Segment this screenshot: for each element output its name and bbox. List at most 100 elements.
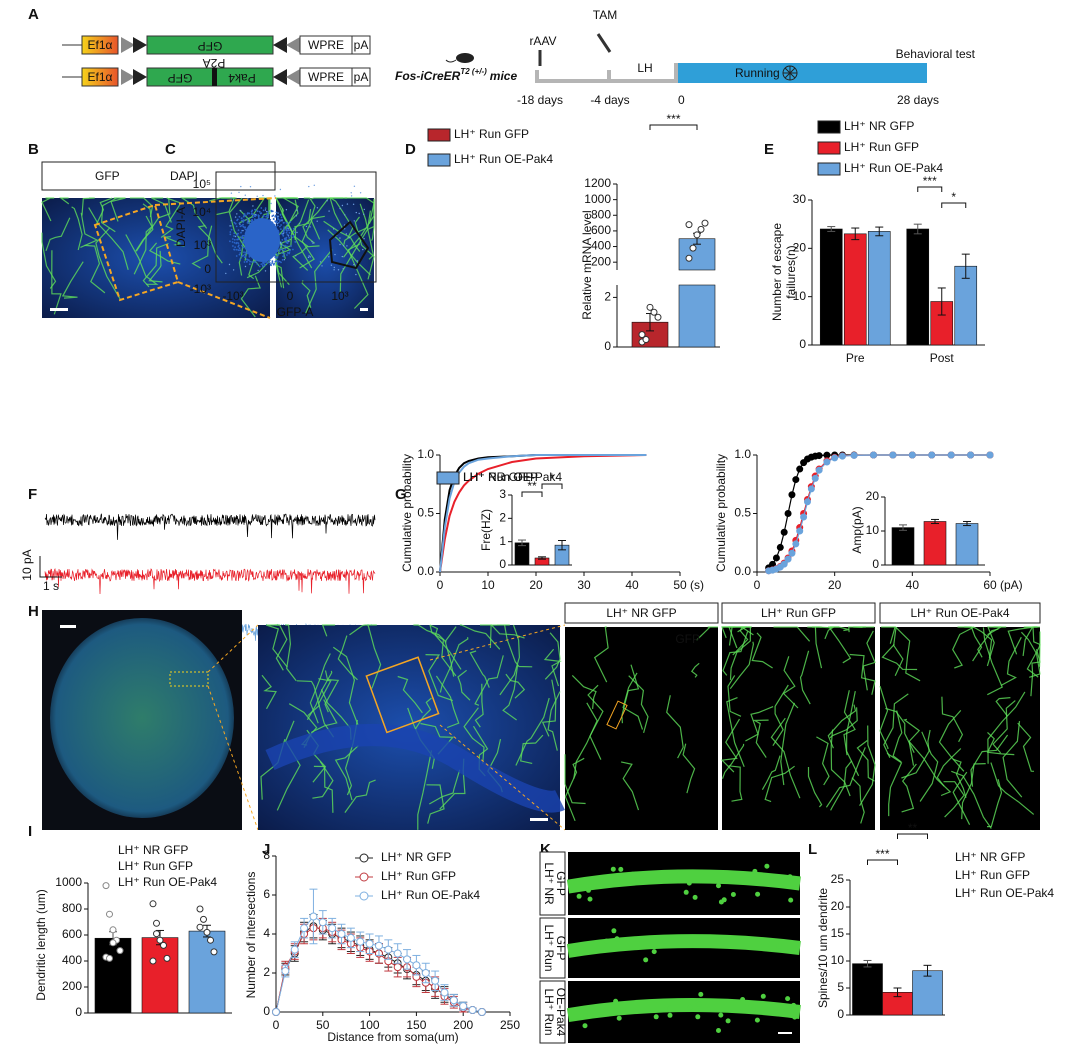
data-point (365, 939, 374, 948)
flow-event (285, 209, 288, 211)
flow-event (232, 245, 234, 247)
flow-event (279, 225, 281, 228)
itr-triangle (133, 37, 147, 53)
x-tick-label: 100 (360, 1018, 380, 1032)
flow-event (243, 261, 246, 263)
neuron-process (564, 754, 586, 805)
flow-core (244, 218, 280, 262)
legend-label: LH⁺ Run OE-Pak4 (454, 152, 553, 166)
itr-triangle (273, 37, 287, 53)
dg-band (265, 724, 565, 813)
data-point (823, 458, 831, 466)
neuron-process (986, 731, 1015, 756)
y-axis-label: Fre(HZ) (479, 509, 493, 551)
neuron-process (544, 632, 561, 680)
flow-event (237, 244, 240, 247)
flow-event (238, 191, 240, 194)
itr-triangle (273, 69, 287, 85)
y-tick-label: 600 (591, 223, 611, 237)
neuron-process (990, 762, 1035, 815)
flow-event (283, 228, 285, 231)
row-label: OE-Pak4 (554, 988, 568, 1037)
bar (955, 523, 979, 566)
neuron-process (84, 244, 106, 294)
flow-event (229, 240, 231, 243)
dendrite (566, 997, 801, 1023)
header-label: LH⁺ Run OE-Pak4 (910, 606, 1009, 620)
flow-event (292, 234, 295, 237)
flow-event (281, 244, 284, 247)
data-point (796, 465, 804, 473)
neuron-process (191, 225, 213, 269)
flow-event (239, 252, 242, 254)
flow-event (290, 235, 292, 237)
flow-event (230, 197, 232, 199)
data-point (815, 452, 823, 460)
flow-event (312, 242, 314, 244)
neuron-process (276, 720, 301, 811)
x-tick-label: Post (930, 351, 955, 365)
flow-event (346, 203, 349, 205)
data-point (803, 498, 811, 506)
flow-event (339, 237, 341, 239)
y-tick-label: 10 (866, 523, 880, 537)
data-point (685, 254, 693, 262)
data-point (153, 919, 160, 927)
neuron-process (547, 691, 561, 751)
neuron-process (417, 750, 433, 830)
flow-event (241, 244, 243, 247)
neuron-process (480, 624, 525, 639)
legend-marker (359, 891, 369, 901)
flow-event (281, 239, 284, 241)
y-axis-label: failures(n) (784, 245, 798, 298)
spine (583, 1013, 588, 1019)
flow-event (290, 228, 292, 230)
neuron-process (751, 632, 773, 669)
spine (643, 957, 649, 963)
flow-event (355, 211, 357, 214)
data-point (272, 1008, 280, 1016)
neuron-process (1030, 649, 1041, 697)
neuron-process (745, 706, 774, 742)
data-point (210, 948, 218, 956)
flow-event (262, 194, 264, 197)
flow-event (274, 195, 276, 197)
y-axis-label: Dendritic length (um) (34, 889, 48, 1000)
flow-event (237, 249, 240, 252)
running-label: Running (735, 66, 780, 80)
flow-event (267, 212, 269, 215)
data-point (106, 954, 113, 962)
flow-ytick: 10³ (194, 238, 211, 252)
spine (662, 938, 668, 944)
bar (891, 527, 915, 566)
flow-event (246, 222, 249, 224)
promoter-label: Ef1α (88, 70, 113, 84)
neuron-process (71, 206, 83, 251)
flow-event (230, 220, 232, 222)
flow-event (247, 220, 249, 222)
flow-event (239, 225, 242, 228)
timeline (535, 79, 677, 83)
neuron-process (148, 250, 163, 283)
y-tick-label: 0 (872, 557, 879, 571)
legend-marker (359, 853, 369, 863)
flow-event (270, 263, 272, 265)
bar (141, 937, 179, 1014)
spine (718, 1012, 724, 1018)
x-tick-label: 200 (453, 1018, 473, 1032)
neuron-process (825, 747, 866, 808)
data-point (689, 244, 697, 252)
y-tick-label: 1200 (584, 176, 611, 190)
neuron-process (321, 624, 336, 637)
flow-event (230, 192, 233, 194)
flow-event (283, 221, 285, 224)
flow-event (286, 233, 289, 236)
neuron-process (827, 626, 852, 664)
spine (653, 1014, 659, 1020)
flow-event (311, 241, 313, 243)
header-box (721, 602, 876, 624)
flow-event (266, 262, 269, 264)
neuron-process (1022, 626, 1038, 657)
flow-event (232, 269, 235, 271)
row-label-box (539, 851, 566, 916)
